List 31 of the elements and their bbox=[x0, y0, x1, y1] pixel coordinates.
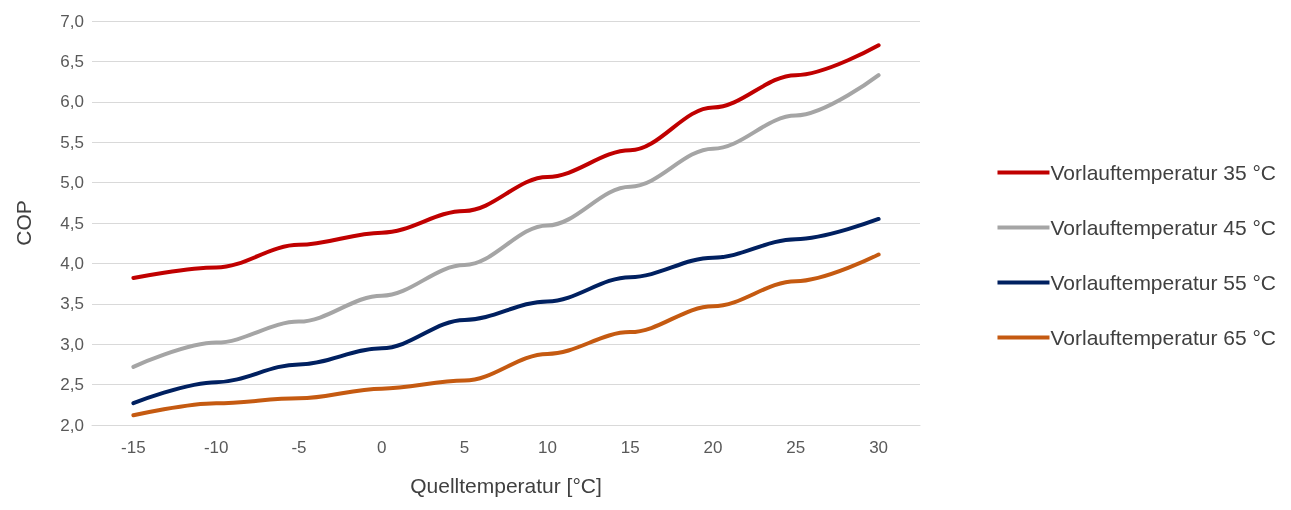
y-tick-label: 7,0 bbox=[60, 11, 84, 31]
line-series bbox=[131, 216, 881, 406]
legend-label: Vorlauftemperatur 45 °C bbox=[1050, 216, 1276, 239]
y-tick-label: 6,5 bbox=[60, 51, 84, 71]
x-tick-label: 5 bbox=[459, 438, 470, 457]
legend-label: Vorlauftemperatur 35 °C bbox=[1050, 161, 1276, 184]
y-tick-label: 2,5 bbox=[60, 375, 84, 395]
y-tick-label: 4,5 bbox=[60, 213, 84, 233]
x-tick-label: -10 bbox=[203, 438, 229, 457]
line-series bbox=[131, 252, 881, 418]
x-tick-label: -15 bbox=[121, 438, 146, 457]
y-tick-label: 5,5 bbox=[60, 132, 84, 152]
x-axis-title: Quelltemperatur [°C] bbox=[410, 474, 602, 497]
y-axis-title: COP bbox=[12, 200, 35, 246]
x-tick-label: 30 bbox=[869, 438, 889, 457]
line-series bbox=[131, 43, 881, 280]
legend-label: Vorlauftemperatur 65 °C bbox=[1050, 326, 1276, 349]
x-tick-label: 10 bbox=[537, 438, 557, 457]
y-tick-label: 2,0 bbox=[60, 415, 84, 435]
legend-label: Vorlauftemperatur 55 °C bbox=[1050, 271, 1276, 294]
x-tick-label: -5 bbox=[291, 438, 307, 457]
x-tick-label: 0 bbox=[377, 438, 387, 457]
y-tick-label: 6,0 bbox=[60, 92, 84, 112]
line-series bbox=[131, 73, 881, 369]
y-tick-label: 5,0 bbox=[60, 173, 84, 193]
y-tick-label: 3,0 bbox=[60, 334, 84, 354]
x-tick-label: 25 bbox=[786, 438, 806, 457]
y-tick-label: 4,0 bbox=[60, 253, 84, 273]
x-tick-label: 15 bbox=[620, 438, 640, 457]
x-tick-label: 20 bbox=[703, 438, 723, 457]
y-tick-label: 3,5 bbox=[60, 294, 84, 314]
